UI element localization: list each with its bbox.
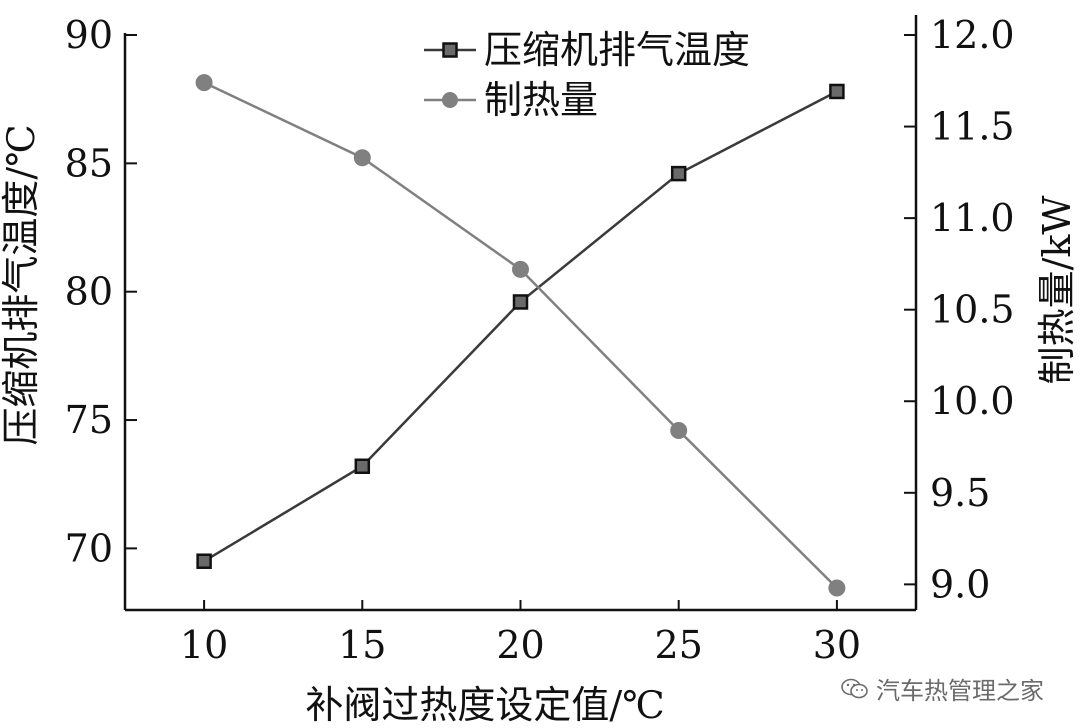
series-2 [195,74,846,597]
series-point-circle [353,149,371,167]
legend-label: 制热量 [484,78,598,122]
left-axis-title: 压缩机排气温度/℃ [0,124,43,445]
left-y-tick-label: 85 [65,141,113,185]
x-tick-label: 15 [338,623,386,667]
left-y-tick-label: 80 [65,270,113,314]
watermark: 汽车热管理之家 [840,671,1044,706]
right-y-tick-label: 9.0 [930,562,990,606]
left-y-tick-label: 75 [65,398,113,442]
right-y-tick-label: 10.5 [930,288,1015,332]
series-1 [196,83,845,569]
x-tick-label: 10 [180,623,228,667]
series-point-square [670,165,687,182]
series-point-circle [512,260,529,278]
x-tick-label: 20 [496,623,544,667]
axes: 10 15 20 25 30 70 75 80 85 90 9.0 9.5 10.0 10.5 11.0 11… [65,13,1015,667]
x-tick-label: 25 [655,623,703,667]
series-line [203,90,838,563]
series-point-circle [670,422,688,440]
right-y-tick-label: 9.5 [930,471,990,515]
right-y-tick-label: 11.0 [930,196,1015,240]
right-y-tick-label: 12.0 [930,13,1015,57]
legend-marker-circle [442,92,458,108]
series-point-square [196,553,212,569]
x-tick-label: 30 [813,623,861,667]
series-line [203,81,838,589]
series-point-square [512,294,529,310]
right-axis-title: 制热量/kW [1035,196,1079,385]
series-point-square [829,83,845,100]
x-axis-title: 补阀过热度设定值/℃ [305,683,664,727]
left-y-tick-label: 90 [65,13,113,57]
series-point-square [354,458,371,474]
left-y-tick-label: 70 [65,526,113,570]
legend-marker-square [442,42,458,58]
series-point-circle [828,579,846,597]
wechat-icon [841,678,868,698]
right-y-tick-label: 11.5 [930,105,1015,149]
series-point-circle [195,74,213,92]
legend-label: 压缩机排气温度 [484,28,750,72]
watermark-text: 汽车热管理之家 [876,677,1044,705]
right-y-tick-label: 10.0 [930,379,1015,423]
series-layer [195,74,846,597]
